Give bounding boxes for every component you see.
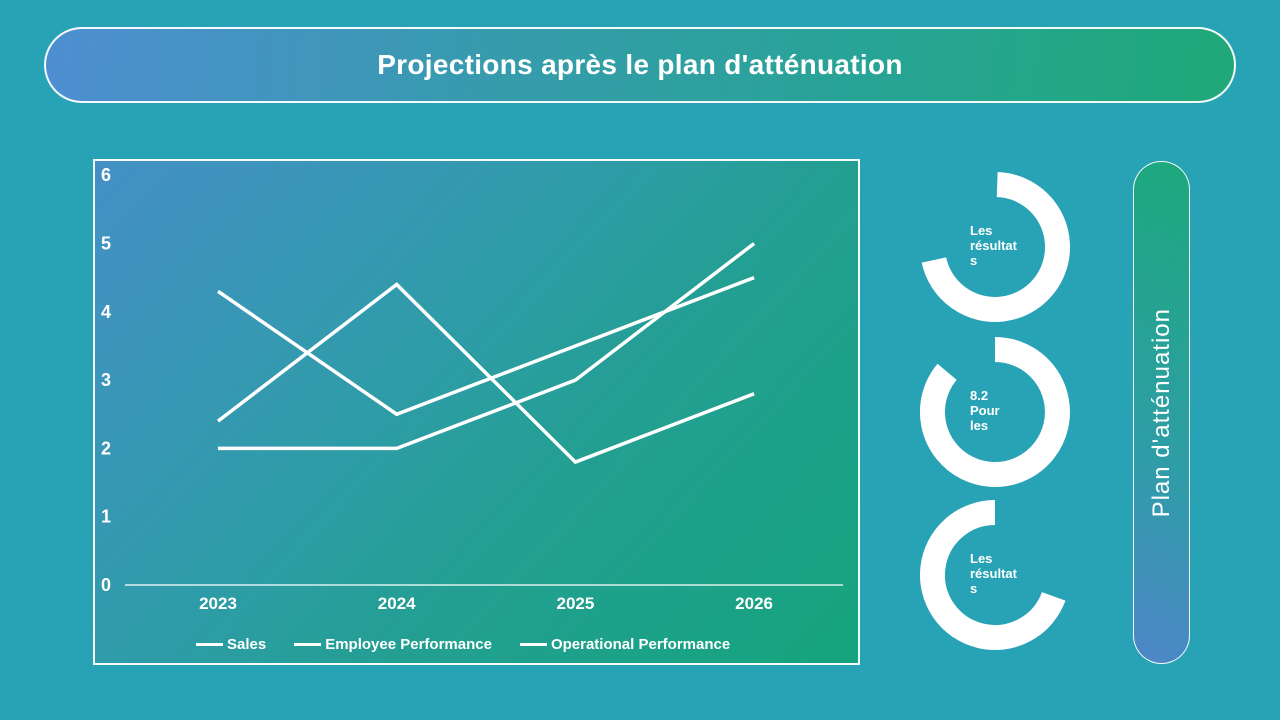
stat-line: résultat <box>970 566 1017 581</box>
y-axis-tick: 5 <box>101 234 111 254</box>
line-chart: 0 1 2 3 4 5 6 2023 2024 2025 2026 <box>101 165 843 613</box>
donut-arc-icon <box>919 337 1070 487</box>
legend-line-marker <box>519 642 547 646</box>
chart-panel: 0 1 2 3 4 5 6 2023 2024 2025 2026 Sales Employee Pe… <box>93 159 860 665</box>
side-banner-label: Plan d'atténuation <box>1147 307 1175 518</box>
stat-ring-2: 8.2 Pour les <box>915 332 1075 492</box>
stat-line: résultat <box>970 238 1017 253</box>
legend-label: Operational Performance <box>550 635 731 653</box>
slide-title: Projections après le plan d'atténuation <box>377 49 903 80</box>
donut-arc-icon <box>921 172 1071 322</box>
stat-line: Les <box>970 551 993 566</box>
stat-text-2: 8.2 Pour les <box>970 388 1038 433</box>
x-axis-label: 2025 <box>556 594 594 613</box>
stat-line: les <box>970 418 989 433</box>
legend-label: Employee Performance <box>325 635 492 653</box>
title-banner: Projections après le plan d'atténuation <box>44 27 1236 103</box>
stat-ring-3: Les résultat s <box>915 495 1075 655</box>
legend-item: Operational Performance <box>519 635 731 653</box>
series-line-sales <box>217 276 755 417</box>
stat-text-3: Les résultat s <box>970 551 1038 596</box>
stat-line: Les <box>970 223 993 238</box>
y-axis-tick: 1 <box>101 507 111 527</box>
y-axis-tick: 3 <box>101 370 111 390</box>
stat-line: s <box>970 253 978 268</box>
y-axis-tick: 2 <box>101 438 111 458</box>
y-axis-tick: 6 <box>101 165 111 185</box>
legend-item: Employee Performance <box>294 636 492 653</box>
stat-ring-1: Les résultat s <box>915 167 1075 327</box>
side-banner: Plan d'atténuation <box>1133 161 1190 664</box>
legend-line-marker <box>196 642 223 646</box>
x-axis-label: 2024 <box>378 594 416 613</box>
series-line-operational-performance <box>218 242 756 451</box>
legend-line-marker <box>294 642 322 646</box>
stat-line: 8.2 <box>970 388 989 403</box>
stat-text-1: Les résultat s <box>970 223 1038 268</box>
stat-line: Pour <box>970 403 1000 418</box>
stat-line: s <box>970 581 978 596</box>
chart-legend: Sales Employee Performance Operational Per… <box>196 633 730 655</box>
series-line-employee-performance <box>216 282 755 465</box>
y-axis-tick: 4 <box>101 302 111 322</box>
legend-item: Sales <box>196 636 266 653</box>
x-axis-label: 2023 <box>199 594 237 613</box>
donut-arc-icon <box>919 500 1066 650</box>
x-axis-label: 2026 <box>735 594 773 613</box>
y-axis-tick: 0 <box>101 575 111 595</box>
legend-label: Sales <box>227 635 267 653</box>
